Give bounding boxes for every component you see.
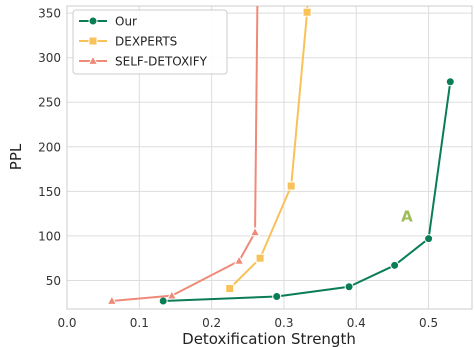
data-point <box>302 7 312 17</box>
data-point <box>166 289 178 300</box>
plot-frame <box>66 5 473 310</box>
legend-marker <box>88 16 98 26</box>
legend-label: DEXPERTS <box>115 35 177 49</box>
data-point <box>106 295 118 305</box>
x-tick-label: 0.5 <box>419 316 438 330</box>
legend: Our DEXPERTS SELF-DETOXIFY <box>72 9 228 75</box>
x-axis-title: Detoxification Strength <box>182 330 356 347</box>
y-tick-labels: 50 100 150 200 250 300 350 <box>38 7 61 288</box>
y-tick-label: 200 <box>38 140 61 154</box>
data-point <box>390 260 400 270</box>
legend-item: DEXPERTS <box>79 35 177 49</box>
data-point <box>445 77 455 87</box>
data-point <box>233 255 245 265</box>
annotation-label: A <box>401 208 413 226</box>
x-tick-label: 0.0 <box>57 316 76 330</box>
data-point <box>424 234 434 244</box>
y-tick-label: 250 <box>38 96 61 110</box>
y-tick-label: 150 <box>38 185 61 199</box>
data-point <box>158 296 168 306</box>
data-point <box>344 282 354 292</box>
series-line <box>163 81 452 302</box>
x-tick-label: 0.2 <box>202 316 221 330</box>
legend-label: Our <box>115 15 137 29</box>
legend-marker <box>87 55 99 65</box>
data-point <box>255 253 265 263</box>
annotations: A <box>401 208 413 226</box>
series-1 <box>225 6 312 294</box>
x-tick-labels: 0.0 0.1 0.2 0.3 0.4 0.5 <box>57 316 438 330</box>
x-tick-label: 0.4 <box>347 316 366 330</box>
legend-marker <box>88 36 98 46</box>
y-tick-label: 50 <box>46 274 61 288</box>
legend-item: SELF-DETOXIFY <box>79 55 208 69</box>
series-group <box>106 6 455 306</box>
series-2 <box>106 6 261 305</box>
series-0 <box>158 77 455 306</box>
data-point <box>249 226 261 237</box>
x-tick-label: 0.3 <box>274 316 293 330</box>
legend-item: Our <box>79 15 137 29</box>
legend-box <box>72 9 228 75</box>
y-tick-label: 100 <box>38 229 61 243</box>
data-point <box>286 181 296 191</box>
y-tick-label: 350 <box>38 7 61 21</box>
y-tick-label: 300 <box>38 51 61 65</box>
y-axis-title: PPL <box>7 143 25 170</box>
data-point <box>272 292 282 302</box>
legend-label: SELF-DETOXIFY <box>115 55 208 69</box>
x-tick-label: 0.1 <box>130 316 149 330</box>
data-point <box>225 284 235 294</box>
